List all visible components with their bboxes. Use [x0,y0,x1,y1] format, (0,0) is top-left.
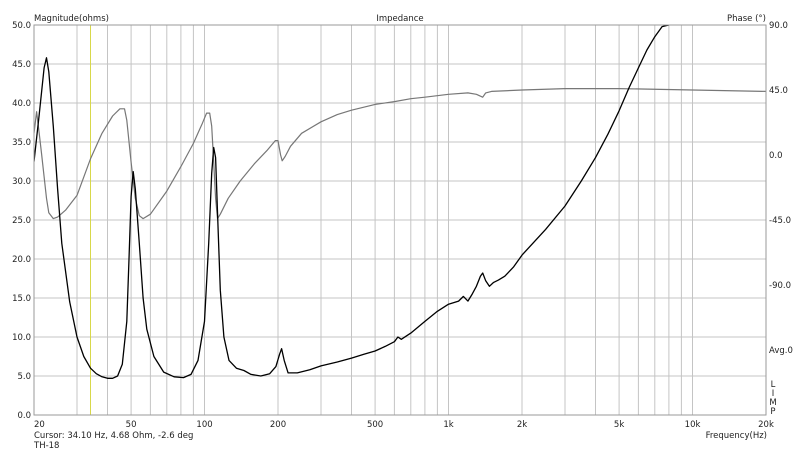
x-tick-label: 20k [758,420,774,430]
y-tick-label: 10.0 [12,333,31,343]
magnitude-line [34,25,670,379]
x-tick-label: 20 [34,420,45,430]
y2-tick-label: 90.0 [769,21,788,31]
side-letter: P [770,407,776,417]
y-tick-label: 25.0 [12,216,31,226]
x-tick-label: 100 [196,420,212,430]
x-tick-label: 5k [614,420,624,430]
plot-frame [33,24,767,416]
x-axis-label: Frequency(Hz) [705,431,767,441]
y2-axis-label: Phase (°) [727,14,766,24]
y2-tick-label: 45.0 [769,86,788,96]
x-tick-label: 1k [443,420,453,430]
side-letter: L [770,380,776,390]
y-axis-label: Magnitude(ohms) [34,14,109,24]
x-tick-label: 500 [367,420,383,430]
cursor-readout: Cursor: 34.10 Hz, 4.68 Ohm, -2.6 deg [34,431,194,441]
y-tick-label: 35.0 [12,138,31,148]
y-tick-label: 30.0 [12,177,31,187]
measurement-tag: TH-18 [34,441,60,451]
series-group [34,25,766,415]
y-tick-label: 15.0 [12,294,31,304]
y-tick-label: 0.0 [17,411,31,421]
phase-line [34,88,766,220]
side-letter: M [769,398,777,408]
y2-avg-label: Avg.0 [769,346,793,356]
chart-title: Impedance [376,14,424,24]
y2-tick-label: -45.0 [769,216,791,226]
side-letter: I [771,389,775,399]
x-tick-label: 200 [270,420,286,430]
y-tick-label: 40.0 [12,99,31,109]
x-axis-ticks: 20 50 100 200 500 1k 2k 5k 10k 20k [34,420,774,430]
side-legend: L I M P [769,381,777,417]
y2-tick-label: -90.0 [769,281,791,291]
grid-lines [34,25,766,415]
x-tick-label: 50 [126,420,137,430]
y-axis-ticks: 0.0 5.0 10.0 15.0 20.0 25.0 30.0 35.0 40.0 45.0 50… [12,21,31,421]
y-tick-label: 45.0 [12,60,31,70]
y2-tick-label: 0.0 [769,151,783,161]
y-tick-label: 20.0 [12,255,31,265]
x-tick-label: 2k [517,420,527,430]
y-tick-label: 5.0 [17,372,31,382]
x-tick-label: 10k [685,420,701,430]
y2-axis-ticks: 90.0 45.0 0.0 -45.0 -90.0 Avg.0 [769,21,793,356]
y-tick-label: 50.0 [12,21,31,31]
